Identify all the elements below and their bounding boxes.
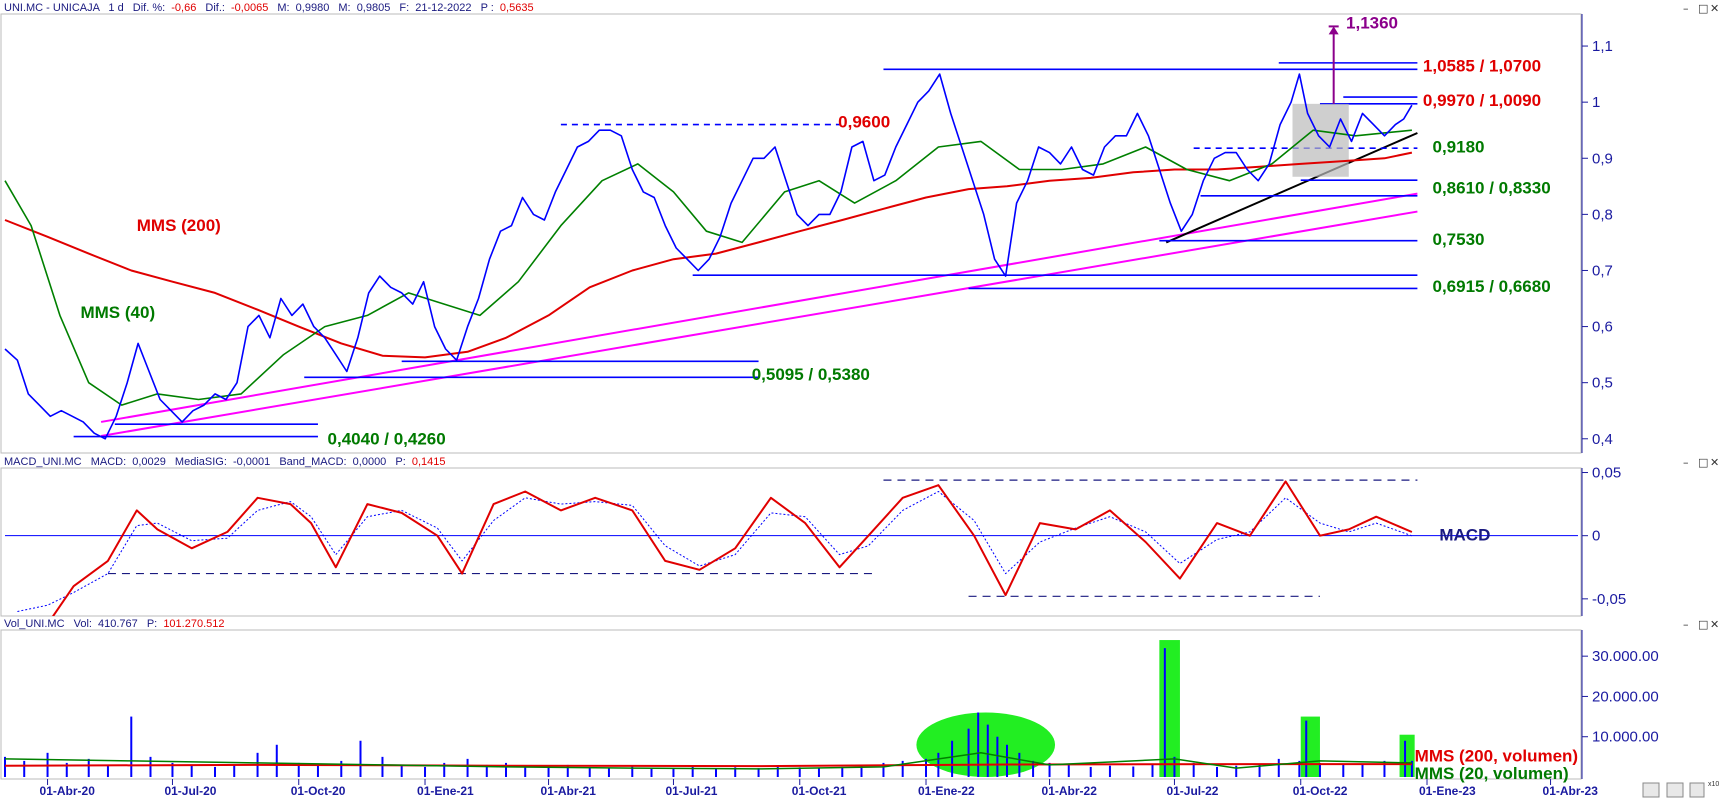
x-tick-label: 01-Abr-20 (40, 784, 96, 798)
macd-lines (17, 480, 1413, 616)
price-y-tick-label: 0,7 (1592, 262, 1613, 279)
close-icon[interactable]: ✕ (1710, 456, 1719, 469)
macd-lines-clipped (17, 480, 1413, 616)
x-tick-label: 01-Jul-22 (1166, 784, 1218, 798)
x-tick-label: 01-Jul-21 (665, 784, 717, 798)
volume-y-tick-label: 20.000.00 (1592, 688, 1659, 705)
volume-bar-oct-22 (1300, 716, 1320, 777)
price-lines (4, 73, 1413, 440)
volume-y-tick-label: 10.000.00 (1592, 729, 1659, 746)
label-0-8610-0-8330: 0,8610 / 0,8330 (1433, 179, 1551, 198)
price-y-tick-label: 0,5 (1592, 375, 1613, 392)
close-icon[interactable]: ✕ (1710, 2, 1719, 15)
x-tick-label: 01-Jul-20 (164, 784, 216, 798)
label-macd: MACD (1439, 526, 1490, 545)
volume-bars (4, 648, 1413, 777)
price-annotations: 1,1360 1,0585 / 1,0700 0,9970 / 1,0090 0,96… (80, 14, 1550, 449)
volume-mms-200-line (4, 763, 1412, 768)
label-0-7530: 0,7530 (1433, 230, 1485, 249)
maximize-icon[interactable]: □ (1698, 2, 1708, 15)
minimize-icon[interactable]: – (1683, 618, 1689, 631)
label-1-0585-1-0700: 1,0585 / 1,0700 (1423, 56, 1541, 75)
x-tick-label: 01-Ene-22 (918, 784, 975, 798)
maximize-icon[interactable]: □ (1698, 618, 1708, 631)
macd-y-tick-label: 0,05 (1592, 465, 1621, 482)
volume-y-tick-label: 30.000.00 (1592, 648, 1659, 665)
price-y-tick-label: 0,4 (1592, 431, 1613, 448)
price-ticks: 1,1 1 0,9 0,8 0,7 0,6 0,5 0,4 (1582, 38, 1613, 448)
x-tick-label: 01-Ene-21 (417, 784, 474, 798)
support-magenta-1 (100, 192, 1418, 423)
label-mms-200-volumen: MMS (200, volumen) (1415, 747, 1578, 766)
macd-y-tick-label: -0,05 (1592, 591, 1626, 608)
price-y-tick-label: 1 (1592, 94, 1600, 111)
macd-levels (5, 479, 1578, 597)
label-0-9970-1-0090: 0,9970 / 1,0090 (1423, 91, 1541, 110)
label-mms-200: MMS (200) (137, 216, 221, 235)
macd-header: MACD_UNI.MC MACD: 0,0029 MediaSIG: -0,00… (4, 456, 446, 468)
volume-panel[interactable]: 30.000.00 20.000.00 10.000.00 MMS (200, vo… (0, 629, 1659, 783)
label-0-5095-0-5380: 0,5095 / 0,5380 (752, 365, 870, 384)
save-button[interactable] (1666, 782, 1684, 798)
label-0-6915-0-6680: 0,6915 / 0,6680 (1433, 277, 1551, 296)
price-y-tick-label: 0,8 (1592, 206, 1613, 223)
volume-frame (0, 629, 1582, 780)
target-arrow-head (1328, 26, 1339, 35)
price-y-tick-label: 1,1 (1592, 38, 1613, 55)
macd-ticks: 0,05 0 -0,05 (1582, 465, 1626, 608)
macd-frame (0, 467, 1582, 617)
price-y-tick-label: 0,9 (1592, 150, 1613, 167)
zoom-label: x10 (1708, 781, 1719, 788)
x-axis: 01-Abr-20 01-Jul-20 01-Oct-20 01-Ene-21 01-A… (40, 779, 1599, 798)
bottom-toolbar: x10 (1642, 781, 1719, 798)
mms-40-line (4, 129, 1412, 406)
macd-window-controls: – □ ✕ (1683, 456, 1719, 469)
volume-mms-20-line (4, 752, 1412, 770)
macd-annotations: MACD (1439, 526, 1490, 545)
price-line (4, 73, 1413, 440)
macd-y-tick-label: 0 (1592, 528, 1600, 545)
volume-header: Vol_UNI.MC Vol: 410.767 P: 101.270.512 (4, 618, 224, 630)
x-tick-label: 01-Ene-23 (1419, 784, 1476, 798)
price-window-controls: – □ ✕ (1683, 2, 1719, 15)
label-0-9180: 0,9180 (1433, 138, 1485, 157)
minimize-icon[interactable]: – (1683, 2, 1689, 15)
price-y-tick-label: 0,6 (1592, 319, 1613, 336)
target-arrow-group (1328, 25, 1339, 104)
shuffle-button[interactable] (1642, 782, 1660, 798)
macd-line (51, 480, 1413, 616)
x-tick-label: 01-Oct-20 (291, 784, 346, 798)
price-header: UNI.MC - UNICAJA 1 d Dif. %: -0,66 Dif.:… (4, 2, 534, 14)
trendlines (100, 132, 1418, 437)
price-panel[interactable]: 1,1 1 0,9 0,8 0,7 0,6 0,5 0,4 1,1360 1,0585 / 1,… (0, 13, 1613, 454)
close-icon[interactable]: ✕ (1710, 618, 1719, 631)
label-0-4040-0-4260: 0,4040 / 0,4260 (328, 429, 446, 448)
x-tick-label: 01-Abr-22 (1042, 784, 1098, 798)
label-mms-40: MMS (40) (80, 303, 155, 322)
volume-averages (4, 752, 1412, 770)
x-tick-label: 01-Abr-21 (541, 784, 597, 798)
x-tick-label: 01-Oct-21 (792, 784, 847, 798)
volume-ticks: 30.000.00 20.000.00 10.000.00 (1582, 648, 1659, 746)
label-1-1360: 1,1360 (1346, 14, 1398, 33)
support-magenta-2 (100, 210, 1418, 437)
volume-annotations: MMS (200, volumen)MMS (20, volumen) (1415, 747, 1578, 783)
volume-bar-dec-22 (1399, 734, 1415, 777)
maximize-icon[interactable]: □ (1698, 456, 1708, 469)
minimize-button[interactable] (1689, 782, 1705, 798)
label-0-9600: 0,9600 (838, 112, 890, 131)
minimize-icon[interactable]: – (1683, 456, 1689, 469)
macd-signal-line (17, 491, 1413, 612)
volume-bar-jun-22 (1159, 640, 1180, 777)
volume-window-controls: – □ ✕ (1683, 618, 1719, 631)
x-tick-label: 01-Oct-22 (1293, 784, 1348, 798)
x-tick-label: 01-Abr-23 (1543, 784, 1599, 798)
volume-ellipse (916, 712, 1056, 777)
macd-panel[interactable]: 0,05 0 -0,05 MACD (0, 465, 1626, 656)
support-black (1165, 132, 1418, 244)
label-mms-20-volumen: MMS (20, volumen) (1415, 764, 1569, 783)
